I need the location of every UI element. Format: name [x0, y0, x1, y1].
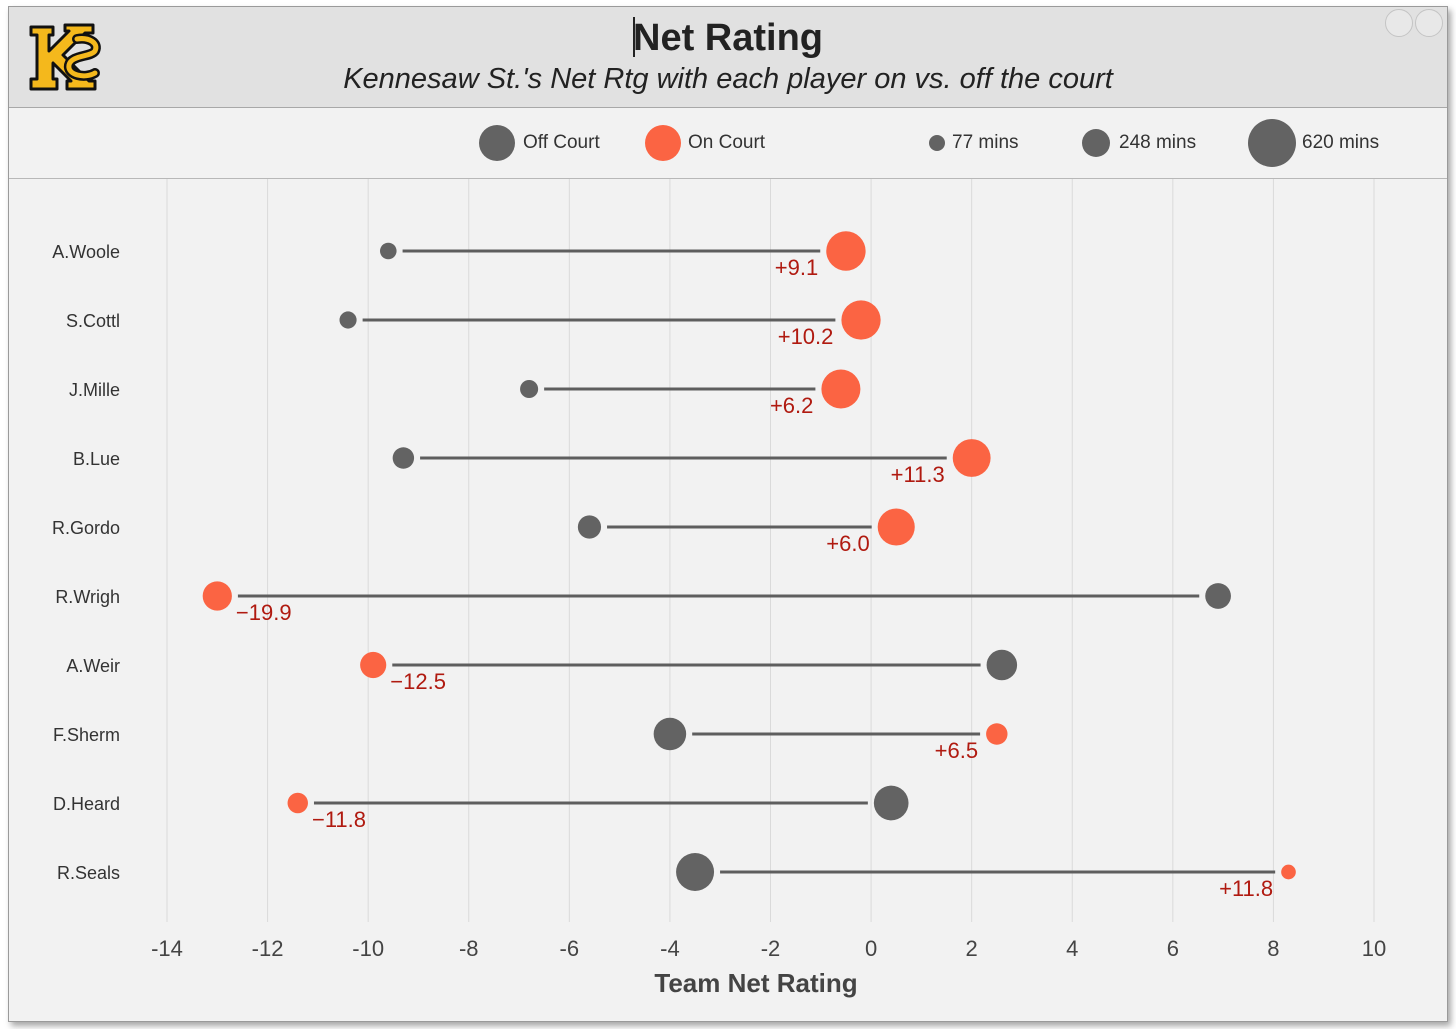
legend: Off Court On Court 77 mins 248 mins 620 … — [9, 108, 1447, 179]
off-court-point — [653, 717, 687, 751]
chart-subtitle: Kennesaw St.'s Net Rtg with each player … — [343, 63, 1113, 95]
text-caret — [633, 17, 635, 57]
legend-size-small-marker — [929, 135, 945, 151]
x-tick-label: 2 — [966, 936, 978, 961]
x-tick-label: -6 — [560, 936, 580, 961]
on-court-point — [841, 300, 881, 340]
on-court-point — [952, 439, 991, 477]
delta-label: −19.9 — [236, 600, 292, 625]
player-name-label: F.Sherm — [53, 725, 120, 745]
player-name-label: R.Seals — [57, 863, 120, 883]
off-court-point — [520, 379, 539, 399]
off-court-point — [379, 242, 397, 260]
x-tick-label: -8 — [459, 936, 479, 961]
chart-title: Net Rating — [633, 17, 823, 59]
x-tick-label: 6 — [1167, 936, 1179, 961]
off-court-point — [577, 515, 602, 539]
legend-size-large-marker — [1248, 119, 1296, 167]
delta-label: −12.5 — [390, 669, 446, 694]
legend-size-small-label: 77 mins — [952, 132, 1019, 153]
legend-size-medium-marker — [1082, 129, 1110, 157]
chart-header: Net Rating Kennesaw St.'s Net Rtg with e… — [9, 7, 1447, 108]
legend-size-large-label: 620 mins — [1302, 132, 1380, 153]
delta-label: +11.8 — [1219, 876, 1273, 901]
off-court-point — [1205, 583, 1231, 609]
player-name-label: S.Cottl — [66, 311, 120, 331]
x-axis-label: Team Net Rating — [654, 968, 857, 998]
on-court-point — [877, 508, 915, 546]
off-court-point — [392, 447, 415, 469]
x-tick-label: -10 — [352, 936, 384, 961]
player-name-label: D.Heard — [53, 794, 120, 814]
on-court-point — [1281, 864, 1296, 880]
on-court-point — [821, 369, 861, 409]
x-tick-label: -2 — [761, 936, 781, 961]
x-tick-label: -4 — [660, 936, 680, 961]
on-court-point — [826, 231, 866, 271]
player-name-label: R.Wrigh — [55, 587, 120, 607]
ks-logo-icon — [29, 23, 101, 91]
x-tick-label: -14 — [151, 936, 183, 961]
legend-on-court-marker — [645, 125, 681, 161]
x-tick-label: 10 — [1362, 936, 1386, 961]
delta-label: +6.2 — [770, 393, 813, 418]
legend-size-medium-label: 248 mins — [1119, 132, 1197, 153]
delta-label: +11.3 — [891, 462, 945, 487]
chart-window: Net Rating Kennesaw St.'s Net Rtg with e… — [8, 6, 1448, 1022]
player-name-label: B.Lue — [73, 449, 120, 469]
x-tick-label: 0 — [865, 936, 877, 961]
dumbbell-chart: -14 -12 -10 -8 -6 -4 -2 0 2 4 6 8 10 Team Net Rating A… — [52, 179, 1386, 998]
window-minimize-button[interactable] — [1385, 9, 1413, 37]
on-court-point — [287, 792, 308, 814]
off-court-point — [676, 853, 715, 891]
delta-label: −11.8 — [312, 807, 366, 832]
off-court-point — [986, 649, 1018, 681]
off-court-point — [873, 785, 909, 821]
legend-off-court-marker — [479, 125, 515, 161]
off-court-point — [339, 311, 357, 329]
x-tick-label: 8 — [1267, 936, 1279, 961]
delta-label: +9.1 — [775, 255, 818, 280]
x-tick-label: -12 — [252, 936, 284, 961]
delta-label: +10.2 — [778, 324, 834, 349]
on-court-point — [202, 581, 232, 611]
player-name-label: A.Weir — [66, 656, 120, 676]
legend-off-court-label: Off Court — [523, 132, 600, 153]
player-name-label: J.Mille — [69, 380, 120, 400]
player-name-label: R.Gordo — [52, 518, 120, 538]
window-close-button[interactable] — [1415, 9, 1443, 37]
player-name-label: A.Woole — [52, 242, 120, 262]
on-court-point — [986, 723, 1008, 745]
delta-label: +6.5 — [935, 738, 978, 763]
legend-on-court-label: On Court — [688, 132, 766, 153]
x-tick-label: 4 — [1066, 936, 1078, 961]
delta-label: +6.0 — [826, 531, 869, 556]
on-court-point — [360, 651, 387, 679]
